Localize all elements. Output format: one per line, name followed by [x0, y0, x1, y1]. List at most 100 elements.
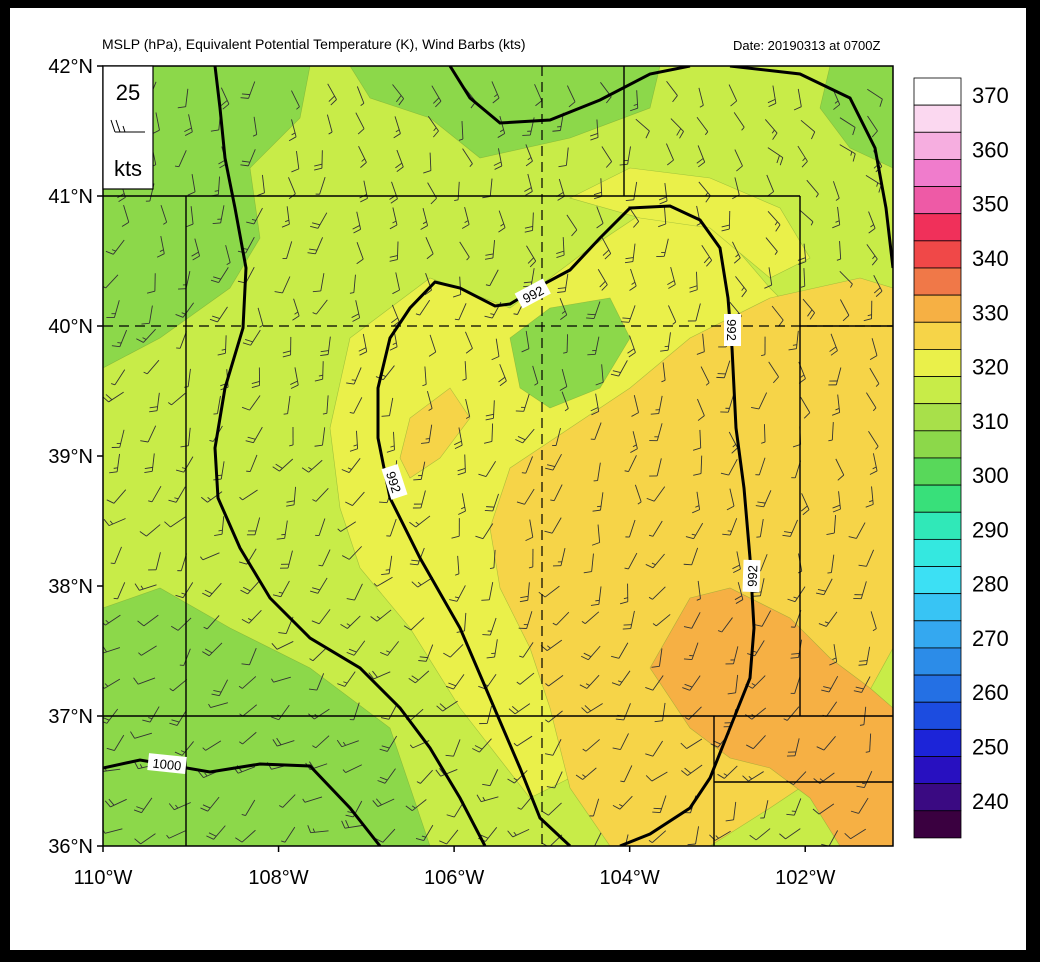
wind-barb: [844, 828, 867, 840]
wind-barb: [137, 614, 159, 627]
wind-barb: [812, 803, 835, 815]
wind-barb: [200, 552, 220, 561]
wind-barb: [827, 554, 835, 574]
wind-barb: [486, 639, 498, 659]
wind-barb: [412, 490, 426, 509]
wind-barb: [111, 329, 128, 348]
wind-barb: [525, 519, 534, 542]
wind-barb: [208, 702, 228, 708]
wind-barb: [557, 273, 569, 293]
wind-barb: [485, 269, 499, 287]
wind-barb: [683, 642, 699, 661]
wind-barb: [645, 740, 663, 757]
lon-tick-label: 104°W: [600, 867, 660, 889]
wind-barb: [507, 770, 528, 784]
colorbar-label: 360: [972, 137, 1009, 162]
wind-barb: [312, 299, 328, 315]
wind-barb: [829, 644, 838, 666]
colorbar-swatch: [913, 131, 962, 160]
lat-tick-label: 37°N: [48, 706, 93, 728]
wind-barb: [654, 702, 666, 723]
wind-barb: [867, 115, 878, 138]
wind-barb: [476, 794, 499, 803]
wind-barb: [311, 609, 331, 625]
colorbar-label: 280: [972, 572, 1009, 597]
isobar-1000-southwest: [103, 758, 382, 846]
colorbar-label: 330: [972, 300, 1009, 325]
wind-barb: [515, 428, 535, 444]
wind-barb: [214, 516, 225, 536]
wind-barb: [148, 552, 161, 571]
barb-key-value: 25: [116, 80, 140, 105]
wind-barb: [445, 739, 461, 757]
wind-barb: [839, 270, 853, 288]
wind-barb: [421, 424, 433, 444]
wind-barb: [381, 555, 393, 576]
wind-barb: [575, 767, 597, 780]
wind-barb: [728, 431, 738, 454]
wind-barb: [680, 738, 703, 749]
colorbar-swatch: [913, 430, 962, 459]
wind-barb: [241, 648, 257, 666]
wind-barb: [583, 553, 594, 574]
colorbar-label: 300: [972, 463, 1009, 488]
wind-barb: [416, 769, 433, 784]
wind-barb: [368, 670, 391, 680]
wind-barb: [800, 493, 810, 516]
wind-barb: [103, 645, 121, 654]
colorbar-swatch: [913, 457, 962, 486]
wind-barb: [478, 460, 497, 477]
wind-barb: [314, 427, 326, 447]
wind-barb: [111, 369, 126, 386]
isobar-1000-west: [213, 66, 487, 846]
wind-barb: [561, 391, 569, 412]
wind-barb: [868, 211, 876, 234]
wind-barb: [358, 333, 368, 356]
wind-barb: [761, 424, 766, 444]
wind-barb: [755, 457, 766, 476]
wind-barb: [869, 338, 878, 361]
wind-barb: [627, 335, 636, 358]
wind-barb: [532, 365, 539, 386]
wind-barb: [751, 392, 768, 410]
wind-barb: [650, 395, 663, 415]
wind-barb: [545, 739, 562, 756]
isobar-label-group: 992 992 992 992 1000: [147, 278, 761, 774]
wind-barb: [648, 830, 667, 843]
wind-barb: [130, 731, 153, 739]
wind-barb: [870, 611, 877, 632]
wind-barb: [592, 492, 604, 512]
colorbar-label: 310: [972, 409, 1009, 434]
wind-barb: [493, 148, 503, 170]
wind-barb: [660, 332, 671, 352]
wind-barb: [622, 610, 635, 630]
wind-barb: [665, 143, 674, 166]
wind-barb: [349, 397, 363, 414]
colorbar-label: 290: [972, 517, 1009, 542]
wind-barb: [327, 83, 337, 106]
wind-barb: [336, 739, 359, 748]
wind-barb: [596, 206, 604, 229]
wind-barb: [200, 491, 223, 503]
colorbar-swatch: [913, 674, 962, 703]
wind-barb: [346, 640, 366, 656]
wind-barb: [439, 829, 459, 845]
wind-barb: [590, 393, 600, 416]
wind-barb: [422, 366, 427, 387]
longitude-axis: 110°W 108°W 106°W 104°W 102°W: [74, 846, 835, 889]
wind-barb: [310, 212, 328, 229]
wind-barb: [525, 144, 533, 167]
wind-barb: [580, 645, 601, 661]
wind-barb: [356, 242, 364, 265]
wind-barb: [646, 486, 666, 502]
wind-barb: [307, 825, 329, 834]
lon-tick-label: 106°W: [424, 867, 484, 889]
wind-barb: [597, 269, 608, 291]
wind-barb: [765, 237, 778, 255]
wind-barb: [257, 307, 264, 328]
wind-barb: [594, 832, 602, 846]
wind-barb: [581, 703, 603, 714]
wind-barb: [526, 245, 537, 268]
wind-barb: [848, 522, 866, 539]
wind-barb: [764, 267, 773, 289]
